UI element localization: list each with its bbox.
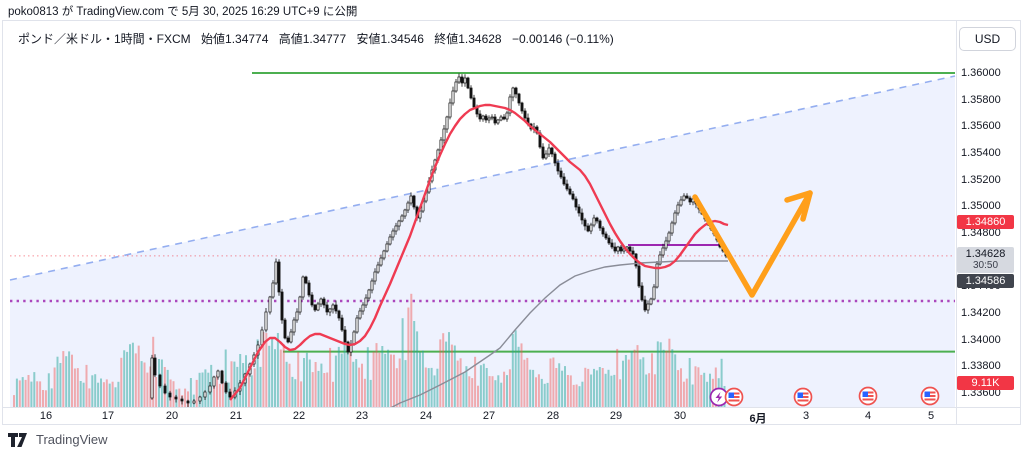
us-economic-event-icon[interactable] bbox=[793, 387, 813, 407]
us-economic-event-icon[interactable] bbox=[920, 386, 940, 406]
price-tick: 1.35600 bbox=[961, 120, 1001, 132]
time-tick: 16 bbox=[39, 410, 53, 422]
change-value: −0.00146 (−0.11%) bbox=[511, 32, 614, 46]
tradingview-logo-icon bbox=[8, 432, 27, 447]
time-tick: 27 bbox=[482, 410, 496, 422]
tradingview-logo-text: TradingView bbox=[36, 432, 108, 447]
time-tick: 28 bbox=[546, 410, 560, 422]
ma-red-line bbox=[229, 103, 729, 401]
ma-red-price-label: 1.34860 bbox=[957, 215, 1014, 229]
time-axis-separator bbox=[2, 407, 1021, 408]
symbol-ohlc-header: ポンド／米ドル・1時間・FXCM 始値1.34774 高値1.34777 安値1… bbox=[18, 30, 621, 47]
time-tick: 24 bbox=[419, 410, 433, 422]
time-tick: 20 bbox=[165, 410, 179, 422]
ma-lines bbox=[229, 103, 729, 407]
us-economic-event-icon[interactable] bbox=[724, 387, 744, 407]
us-economic-event-icon[interactable] bbox=[858, 386, 878, 406]
price-tick: 1.33800 bbox=[961, 360, 1001, 372]
time-tick: 4 bbox=[864, 410, 872, 422]
last-price-value: 1.34628 bbox=[965, 248, 1006, 260]
parallel-channel-fill bbox=[10, 76, 955, 407]
time-tick: 22 bbox=[292, 410, 306, 422]
price-tick: 1.34200 bbox=[961, 307, 1001, 319]
price-tick: 1.36000 bbox=[961, 67, 1001, 79]
price-axis-separator bbox=[956, 20, 957, 425]
close-value: 終値1.34628 bbox=[434, 32, 502, 46]
currency-toggle-button[interactable]: USD bbox=[959, 27, 1016, 51]
price-tick: 1.33600 bbox=[961, 387, 1001, 399]
volume-series bbox=[13, 293, 726, 407]
low-value: 安値1.34546 bbox=[356, 32, 424, 46]
last-price-countdown-label: 1.34628 30:50 bbox=[957, 247, 1014, 273]
time-tick: 6月 bbox=[749, 413, 767, 425]
price-tick: 1.34800 bbox=[961, 227, 1001, 239]
arrow-drawing[interactable] bbox=[692, 190, 813, 298]
bar-countdown: 30:50 bbox=[972, 260, 999, 271]
tradingview-attribution[interactable]: TradingView bbox=[8, 432, 108, 447]
time-tick: 17 bbox=[101, 410, 115, 422]
price-tick: 1.35200 bbox=[961, 174, 1001, 186]
time-tick: 21 bbox=[229, 410, 243, 422]
ma-gray-price-label: 1.34586 bbox=[957, 274, 1014, 288]
symbol-title: ポンド／米ドル・1時間・FXCM bbox=[18, 32, 191, 46]
price-tick: 1.35400 bbox=[961, 147, 1001, 159]
volume-label: 9.11K bbox=[957, 376, 1014, 390]
price-tick: 1.34000 bbox=[961, 334, 1001, 346]
price-tick: 1.35000 bbox=[961, 200, 1001, 212]
time-tick: 29 bbox=[609, 410, 623, 422]
publish-info-bar: poko0813 が TradingView.com で 5月 30, 2025… bbox=[8, 6, 358, 18]
ma-gray-line bbox=[390, 260, 728, 407]
time-tick: 5 bbox=[927, 410, 935, 422]
high-value: 高値1.34777 bbox=[278, 32, 347, 46]
time-tick: 23 bbox=[355, 410, 369, 422]
open-value: 始値1.34774 bbox=[201, 32, 269, 46]
time-tick: 3 bbox=[802, 410, 810, 422]
price-tick: 1.35800 bbox=[961, 94, 1001, 106]
channel-upper-dashed-line bbox=[9, 75, 956, 281]
time-tick: 30 bbox=[673, 410, 687, 422]
chart-widget-frame bbox=[2, 20, 1021, 425]
